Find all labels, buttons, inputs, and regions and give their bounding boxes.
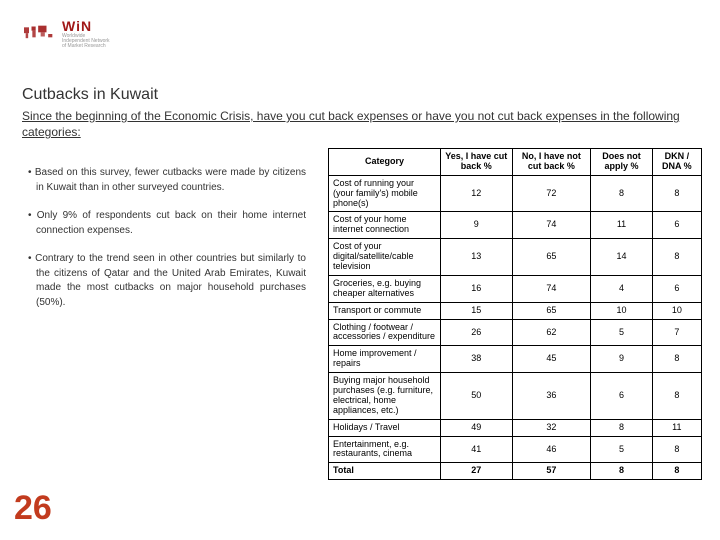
logo-tagline-3: of Market Research — [62, 44, 110, 49]
cell-value: 49 — [441, 419, 513, 436]
cell-value: 8 — [591, 175, 652, 212]
cell-value: 65 — [512, 302, 591, 319]
table-row: Cost of your home internet connection974… — [329, 212, 702, 239]
cell-value: 13 — [441, 239, 513, 276]
cell-value: 8 — [652, 346, 701, 373]
cell-total-value: 8 — [591, 463, 652, 480]
cell-category: Cost of your home internet connection — [329, 212, 441, 239]
cell-category: Cost of running your (your family's) mob… — [329, 175, 441, 212]
list-item: Only 9% of respondents cut back on their… — [28, 209, 306, 238]
table-row: Cost of your digital/satellite/cable tel… — [329, 239, 702, 276]
col-dkn: DKN / DNA % — [652, 149, 701, 176]
cell-value: 50 — [441, 373, 513, 420]
cell-category: Holidays / Travel — [329, 419, 441, 436]
col-category: Category — [329, 149, 441, 176]
cell-category: Groceries, e.g. buying cheaper alternati… — [329, 275, 441, 302]
table-header-row: Category Yes, I have cut back % No, I ha… — [329, 149, 702, 176]
cell-value: 5 — [591, 319, 652, 346]
cell-value: 62 — [512, 319, 591, 346]
cell-value: 32 — [512, 419, 591, 436]
logo: WiN Worldwide Independent Network of Mar… — [22, 18, 110, 49]
cell-total-value: 8 — [652, 463, 701, 480]
col-na: Does not apply % — [591, 149, 652, 176]
cell-value: 11 — [652, 419, 701, 436]
list-item: Based on this survey, fewer cutbacks wer… — [28, 166, 306, 195]
cell-value: 10 — [652, 302, 701, 319]
cell-category: Cost of your digital/satellite/cable tel… — [329, 239, 441, 276]
cell-value: 65 — [512, 239, 591, 276]
table-body: Cost of running your (your family's) mob… — [329, 175, 702, 479]
cell-value: 72 — [512, 175, 591, 212]
cell-value: 7 — [652, 319, 701, 346]
col-no: No, I have not cut back % — [512, 149, 591, 176]
table-row: Transport or commute15651010 — [329, 302, 702, 319]
cell-value: 6 — [652, 275, 701, 302]
cell-value: 8 — [652, 175, 701, 212]
table-row: Holidays / Travel4932811 — [329, 419, 702, 436]
cell-value: 16 — [441, 275, 513, 302]
cell-value: 12 — [441, 175, 513, 212]
cell-value: 9 — [591, 346, 652, 373]
logo-text-block: WiN Worldwide Independent Network of Mar… — [62, 18, 110, 49]
cell-value: 8 — [591, 419, 652, 436]
table-row: Home improvement / repairs384598 — [329, 346, 702, 373]
cell-value: 9 — [441, 212, 513, 239]
cell-value: 8 — [652, 239, 701, 276]
page-number: 26 — [14, 489, 52, 528]
cell-total-label: Total — [329, 463, 441, 480]
cell-value: 4 — [591, 275, 652, 302]
cell-value: 36 — [512, 373, 591, 420]
cell-category: Clothing / footwear / accessories / expe… — [329, 319, 441, 346]
table-row: Buying major household purchases (e.g. f… — [329, 373, 702, 420]
cell-category: Buying major household purchases (e.g. f… — [329, 373, 441, 420]
table-row: Cost of running your (your family's) mob… — [329, 175, 702, 212]
cell-value: 46 — [512, 436, 591, 463]
cell-value: 14 — [591, 239, 652, 276]
cell-value: 45 — [512, 346, 591, 373]
cell-category: Entertainment, e.g. restaurants, cinema — [329, 436, 441, 463]
cell-total-value: 57 — [512, 463, 591, 480]
key-findings-list: Based on this survey, fewer cutbacks wer… — [28, 166, 306, 324]
cell-value: 38 — [441, 346, 513, 373]
cell-value: 6 — [591, 373, 652, 420]
cell-value: 5 — [591, 436, 652, 463]
cell-value: 26 — [441, 319, 513, 346]
col-yes: Yes, I have cut back % — [441, 149, 513, 176]
cutbacks-table: Category Yes, I have cut back % No, I ha… — [328, 148, 702, 480]
world-map-icon — [22, 24, 56, 44]
cell-value: 74 — [512, 212, 591, 239]
table-row: Groceries, e.g. buying cheaper alternati… — [329, 275, 702, 302]
cell-value: 8 — [652, 436, 701, 463]
list-item: Contrary to the trend seen in other coun… — [28, 252, 306, 310]
cell-value: 10 — [591, 302, 652, 319]
cell-value: 6 — [652, 212, 701, 239]
logo-brand: WiN — [62, 18, 110, 34]
cell-category: Transport or commute — [329, 302, 441, 319]
table-total-row: Total275788 — [329, 463, 702, 480]
cell-value: 15 — [441, 302, 513, 319]
cell-value: 11 — [591, 212, 652, 239]
survey-question: Since the beginning of the Economic Cris… — [22, 108, 702, 140]
page-title: Cutbacks in Kuwait — [22, 86, 158, 104]
table-row: Clothing / footwear / accessories / expe… — [329, 319, 702, 346]
cell-value: 41 — [441, 436, 513, 463]
cell-value: 74 — [512, 275, 591, 302]
cell-value: 8 — [652, 373, 701, 420]
cell-category: Home improvement / repairs — [329, 346, 441, 373]
cell-total-value: 27 — [441, 463, 513, 480]
table-row: Entertainment, e.g. restaurants, cinema4… — [329, 436, 702, 463]
